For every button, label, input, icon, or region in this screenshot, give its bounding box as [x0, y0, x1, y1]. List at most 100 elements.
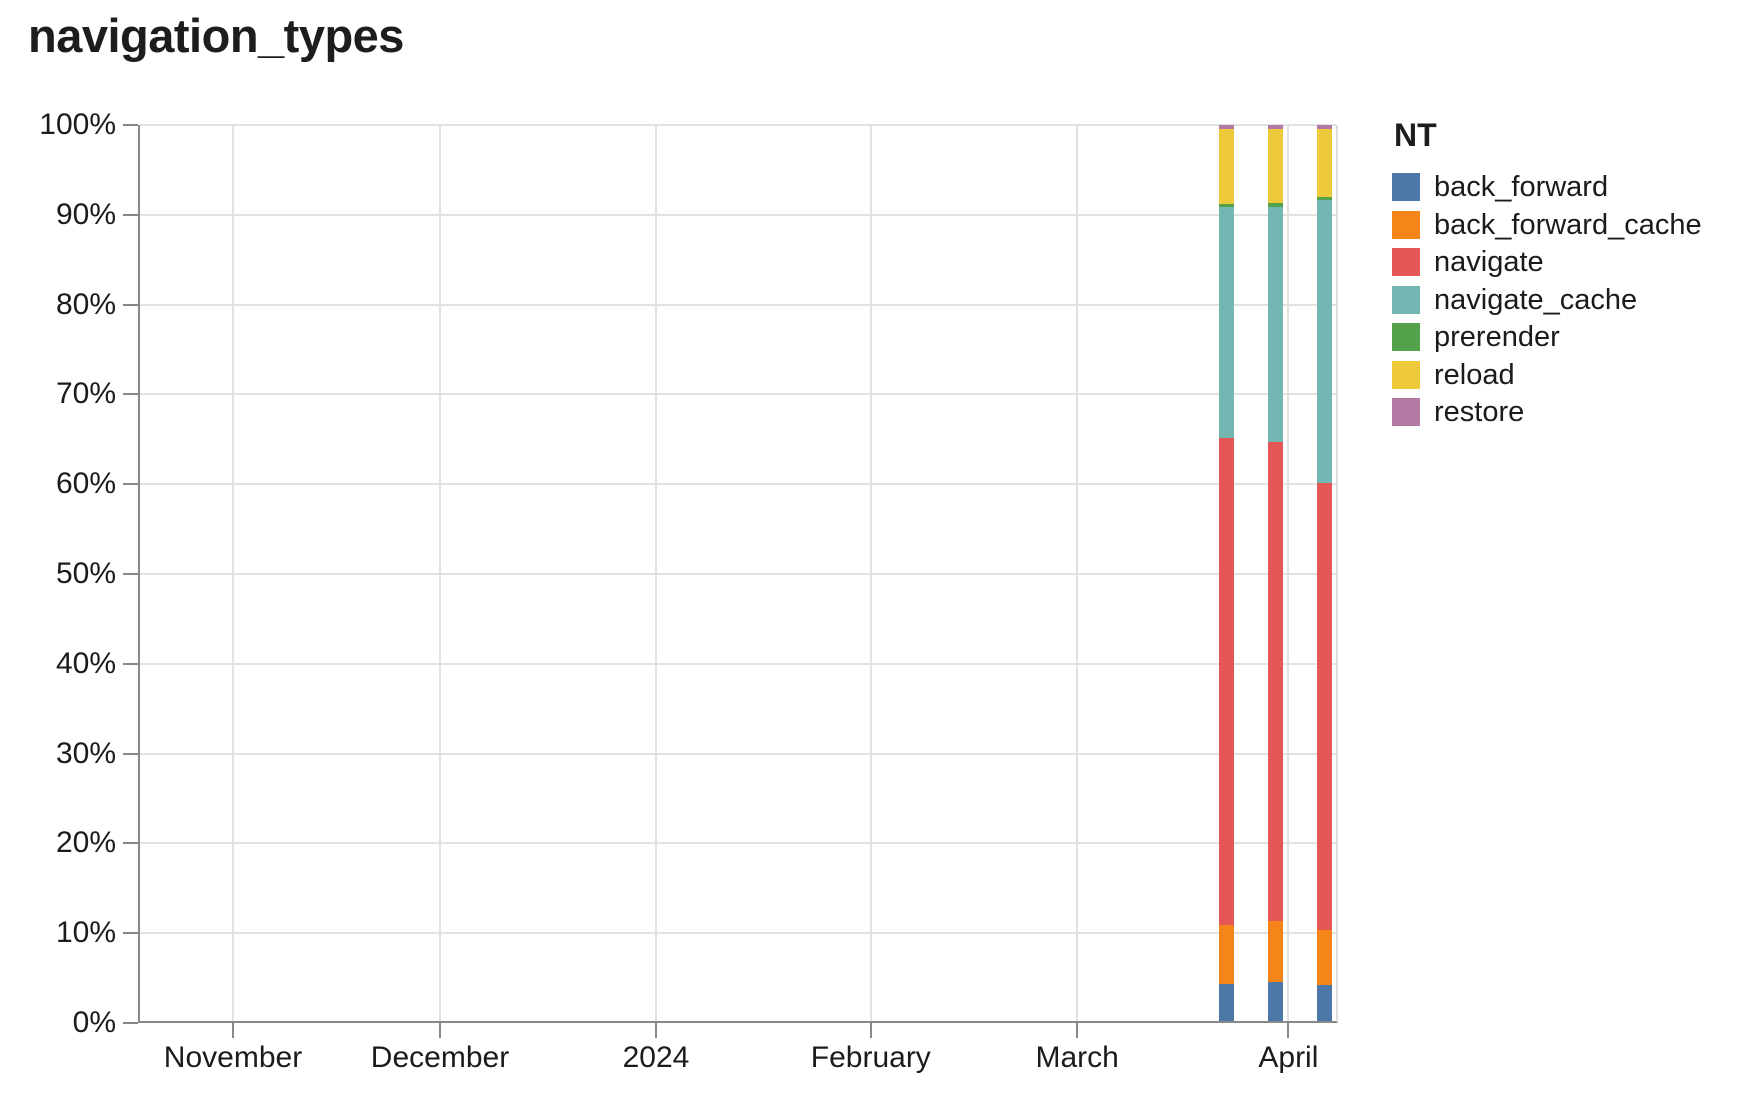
y-tick-label-70: 70%	[55, 377, 116, 411]
y-tick-40	[123, 662, 138, 665]
y-tick-label-100: 100%	[39, 108, 116, 141]
y-tick-label-0: 0%	[72, 1006, 116, 1039]
x-tick-label-2024: 2024	[622, 1041, 690, 1074]
bar-3-segment-back_forward_cache[interactable]	[1317, 929, 1333, 986]
legend-swatch-back_forward_cache	[1392, 210, 1420, 239]
stacked-bar-2	[1268, 125, 1283, 1021]
bar-3-segment-navigate_cache[interactable]	[1317, 200, 1333, 484]
y-tick-30	[123, 752, 138, 755]
bar-2-segment-prerender[interactable]	[1268, 203, 1283, 207]
gridline-h-90	[140, 213, 1336, 216]
bar-1-segment-back_forward[interactable]	[1218, 984, 1234, 1021]
legend-label-navigate: navigate	[1434, 246, 1544, 278]
bar-3-segment-restore[interactable]	[1317, 125, 1333, 129]
bar-2-segment-back_forward[interactable]	[1268, 982, 1283, 1021]
legend-swatch-navigate_cache	[1392, 285, 1420, 314]
gridline-v-2024	[655, 125, 657, 1021]
gridline-h-30	[140, 752, 1336, 755]
legend-item-prerender: prerender	[1392, 321, 1702, 353]
x-tick-label-December: December	[370, 1041, 510, 1074]
bar-1-segment-reload[interactable]	[1218, 128, 1234, 204]
y-tick-label-30: 30%	[55, 736, 116, 770]
y-tick-label-90: 90%	[55, 197, 116, 231]
bar-3-segment-prerender[interactable]	[1317, 196, 1333, 201]
legend-title: NT	[1394, 117, 1437, 153]
gridline-v-December	[439, 125, 441, 1021]
legend-label-prerender: prerender	[1434, 321, 1560, 353]
y-tick-label-80: 80%	[55, 287, 116, 321]
bar-1-segment-restore[interactable]	[1218, 125, 1234, 129]
bar-2-segment-navigate[interactable]	[1268, 442, 1283, 921]
gridline-h-50	[140, 573, 1336, 575]
y-tick-80	[123, 303, 138, 306]
y-tick-60	[123, 483, 138, 486]
bar-1-segment-navigate[interactable]	[1218, 437, 1234, 926]
stacked-bar-1	[1218, 125, 1234, 1021]
y-tick-20	[123, 842, 138, 845]
x-tick-March	[1076, 1023, 1079, 1038]
gridline-h-80	[140, 303, 1336, 306]
legend-item-navigate_cache: navigate_cache	[1392, 283, 1702, 316]
y-tick-label-40: 40%	[55, 646, 116, 680]
bar-3-segment-reload[interactable]	[1317, 128, 1333, 197]
gridline-h-60	[140, 483, 1336, 486]
legend-label-reload: reload	[1434, 358, 1515, 391]
stacked-bar-3	[1317, 125, 1333, 1021]
gridline-h-70	[140, 393, 1336, 396]
bar-3-segment-back_forward[interactable]	[1317, 985, 1333, 1021]
legend-swatch-reload	[1392, 360, 1420, 389]
x-tick-February	[869, 1023, 872, 1038]
y-tick-label-10: 10%	[55, 916, 116, 950]
bar-2-segment-back_forward_cache[interactable]	[1268, 920, 1283, 983]
gridline-v-March	[1076, 125, 1079, 1021]
legend-swatch-back_forward	[1392, 173, 1420, 201]
x-tick-December	[439, 1023, 441, 1038]
x-tick-label-March: March	[1035, 1041, 1119, 1074]
legend-item-back_forward_cache: back_forward_cache	[1392, 208, 1702, 241]
legend-label-back_forward_cache: back_forward_cache	[1434, 208, 1702, 241]
legend-swatch-prerender	[1392, 323, 1420, 351]
y-tick-label-60: 60%	[55, 467, 116, 501]
y-tick-0	[123, 1022, 138, 1024]
gridline-h-10	[140, 932, 1336, 935]
legend-label-navigate_cache: navigate_cache	[1434, 283, 1638, 316]
legend-item-restore: restore	[1392, 396, 1702, 428]
x-tick-label-November: November	[163, 1041, 303, 1074]
bar-2-segment-restore[interactable]	[1268, 125, 1283, 129]
x-tick-November	[232, 1023, 234, 1038]
y-tick-50	[123, 573, 138, 575]
x-tick-2024	[655, 1023, 657, 1038]
legend-label-back_forward: back_forward	[1434, 171, 1609, 203]
legend-swatch-restore	[1392, 398, 1420, 426]
x-tick-April	[1287, 1023, 1290, 1038]
bar-1-segment-back_forward_cache[interactable]	[1218, 925, 1234, 985]
bar-1-segment-navigate_cache[interactable]	[1218, 207, 1234, 438]
y-tick-label-50: 50%	[55, 557, 116, 590]
bar-1-segment-prerender[interactable]	[1218, 203, 1234, 208]
gridline-v-November	[232, 125, 234, 1021]
bar-2-segment-navigate_cache[interactable]	[1268, 206, 1283, 443]
y-tick-100	[123, 124, 138, 126]
legend-label-restore: restore	[1434, 396, 1525, 428]
x-tick-label-April: April	[1258, 1041, 1319, 1074]
legend-item-back_forward: back_forward	[1392, 171, 1702, 203]
gridline-h-20	[140, 842, 1336, 845]
bar-3-segment-navigate[interactable]	[1317, 483, 1333, 930]
gridline-v-February	[869, 125, 872, 1021]
bar-2-segment-reload[interactable]	[1268, 128, 1283, 203]
gridline-h-40	[140, 662, 1336, 665]
legend-swatch-navigate	[1392, 248, 1420, 276]
legend-item-reload: reload	[1392, 358, 1702, 391]
y-tick-10	[123, 932, 138, 935]
gridline-v-April	[1287, 125, 1290, 1021]
gridline-h-100	[140, 124, 1336, 126]
y-tick-label-20: 20%	[55, 826, 116, 860]
chart-title: navigation_types	[28, 9, 404, 62]
legend-item-navigate: navigate	[1392, 246, 1702, 278]
y-tick-70	[123, 393, 138, 396]
plot-area: 0% 10% 20% 30% 40% 50% 60% 70% 80% 90% 100% Novemb…	[39, 109, 1338, 1074]
legend-entries: back_forward back_forward_cache navigate na…	[1392, 171, 1702, 428]
x-tick-label-February: February	[810, 1041, 931, 1074]
